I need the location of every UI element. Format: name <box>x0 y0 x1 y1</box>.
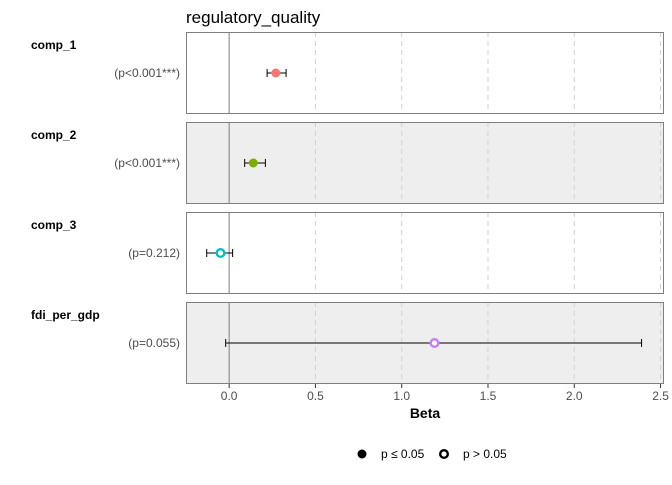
x-axis-title: Beta <box>410 405 441 421</box>
panel-label: comp_1 <box>31 38 77 52</box>
x-tick-label: 0.5 <box>307 389 324 403</box>
panel-label: comp_2 <box>31 128 77 142</box>
x-tick-label: 1.5 <box>480 389 497 403</box>
panel-label: comp_3 <box>31 218 77 232</box>
panel-fdi_per_gdp: fdi_per_gdp (p=0.055) <box>31 302 664 384</box>
panel-border <box>186 122 664 204</box>
panels: comp_1(p<0.001***)comp_2(p<0.001***)comp… <box>31 32 664 384</box>
p-value-label: (p<0.001***) <box>114 156 180 170</box>
legend-label-not-significant: p > 0.05 <box>463 447 507 461</box>
p-value-label: (p<0.001***) <box>114 66 180 80</box>
panel-comp_2: comp_2 (p<0.001***) <box>31 122 664 204</box>
x-tick-label: 1.0 <box>393 389 410 403</box>
estimate-point <box>215 247 226 258</box>
p-value-label: (p=0.055) <box>128 336 180 350</box>
panel-comp_3: comp_3 (p=0.212) <box>31 212 664 294</box>
panel-border <box>186 32 664 114</box>
panel-border <box>186 212 664 294</box>
panel-comp_1: comp_1 (p<0.001***) <box>31 32 664 114</box>
x-axis: 0.0 0.5 1.0 1.5 2.0 2.5 <box>221 384 669 403</box>
estimate-point <box>248 158 258 168</box>
x-tick-label: 2.5 <box>652 389 669 403</box>
legend-label-significant: p ≤ 0.05 <box>381 447 425 461</box>
panel-background <box>186 32 664 114</box>
estimate-point <box>429 338 440 349</box>
x-tick-label: 2.0 <box>566 389 583 403</box>
legend-open-circle-icon <box>439 449 450 460</box>
panel-label: fdi_per_gdp <box>31 308 100 322</box>
panel-background <box>186 212 664 294</box>
x-tick-label: 0.0 <box>221 389 238 403</box>
legend-filled-circle-icon <box>357 449 367 459</box>
legend: p ≤ 0.05 p > 0.05 <box>357 447 507 461</box>
p-value-label: (p=0.212) <box>128 246 180 260</box>
chart-title: regulatory_quality <box>186 8 321 27</box>
estimate-point <box>271 68 281 78</box>
panel-border <box>186 302 664 384</box>
